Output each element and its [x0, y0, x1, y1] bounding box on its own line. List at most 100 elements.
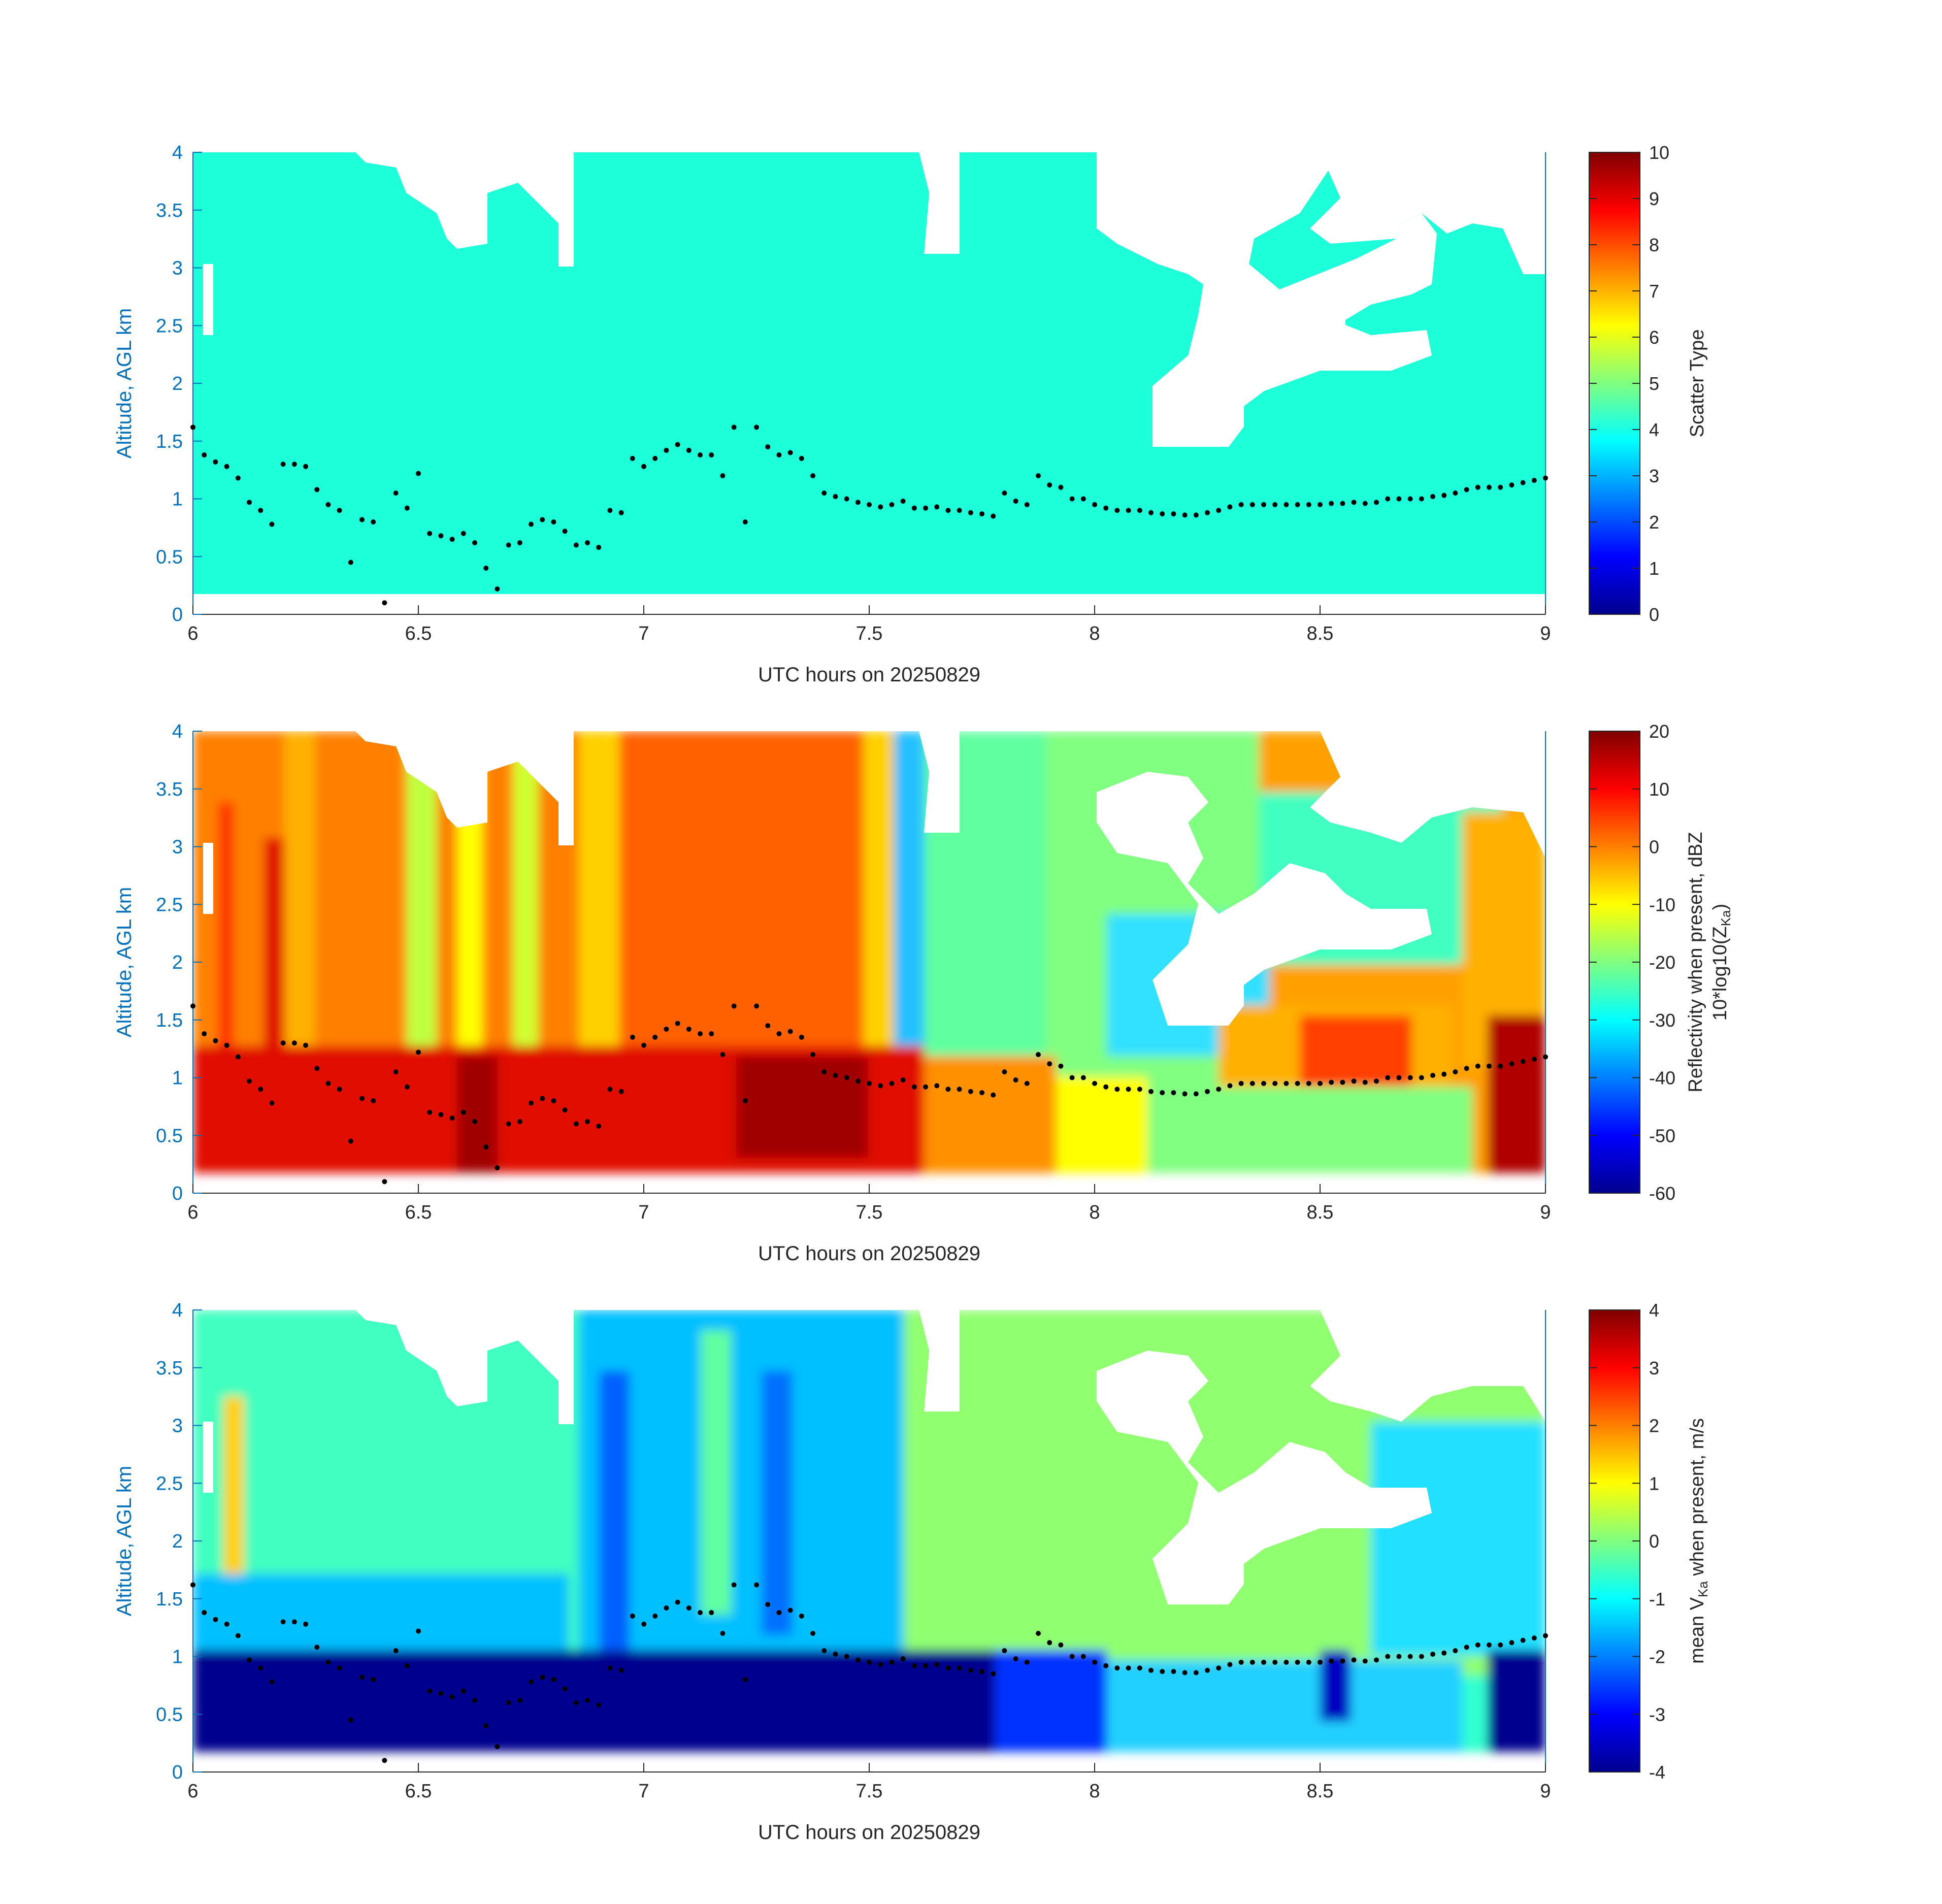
x-tick-label: 7.5 — [856, 1781, 883, 1802]
velocity-colorbar: -4 -3 -2 -1 0 1 2 3 4 mean VKa when present, m/s — [1589, 1300, 1710, 1783]
cloud-base-dot — [844, 1075, 849, 1080]
cloud-base-dot — [1114, 1087, 1120, 1092]
cloud-base-dot — [596, 1702, 602, 1708]
cloud-base-dot — [235, 475, 241, 481]
y-tick-label: 2.5 — [156, 894, 183, 915]
cloud-base-dot — [652, 1034, 658, 1040]
colorbar-tick-label: -20 — [1649, 952, 1675, 973]
cloud-base-dot — [1498, 484, 1503, 490]
cloud-base-dot — [991, 1092, 996, 1098]
cloud-base-dot — [923, 1663, 928, 1668]
clear-air-region — [355, 152, 574, 267]
cloud-base-dot — [224, 1042, 229, 1048]
clear-air-region — [1097, 152, 1437, 447]
colorbar-title: Reflectivity when present, dBZ — [1685, 832, 1706, 1092]
cloud-base-dot — [416, 471, 421, 476]
y-tick-label: 4 — [172, 1300, 183, 1321]
cloud-base-dot — [1453, 490, 1458, 496]
cloud-base-dot — [821, 1648, 827, 1654]
cloud-base-dot — [202, 452, 207, 458]
cloud-base-dot — [630, 1034, 635, 1040]
cloud-base-dot — [506, 1121, 511, 1127]
cloud-base-dot — [1295, 502, 1300, 507]
cloud-base-dot — [1182, 1670, 1188, 1676]
y-tick-label: 2.5 — [156, 315, 183, 337]
cloud-base-dots — [190, 1582, 1548, 1763]
cloud-base-dot — [855, 500, 861, 505]
cloud-base-dot — [1531, 478, 1537, 483]
cloud-base-dot — [1002, 1069, 1007, 1075]
cloud-base-dot — [641, 464, 646, 469]
clear-air-region — [203, 264, 213, 335]
y-tick-label: 4 — [172, 142, 183, 163]
cloud-base-dot — [1137, 1665, 1142, 1671]
cloud-base-dot — [1080, 1654, 1086, 1659]
cloud-base-dot — [359, 1096, 365, 1101]
cloud-base-dot — [799, 1034, 804, 1040]
cloud-base-dot — [957, 1087, 962, 1092]
clear-air-region — [1310, 152, 1545, 274]
cloud-base-dot — [1520, 1059, 1526, 1064]
cloud-base-dot — [821, 1069, 827, 1075]
cloud-base-dot — [280, 462, 286, 467]
cloud-base-dot — [438, 533, 444, 539]
cloud-base-dot — [314, 1066, 320, 1071]
cloud-base-dot — [596, 545, 602, 550]
cloud-base-dot — [562, 1686, 568, 1692]
cloud-base-dot — [765, 444, 771, 450]
y-tick-label: 1 — [172, 1068, 183, 1089]
cloud-base-dot — [618, 1667, 624, 1673]
cloud-base-dot — [686, 447, 692, 453]
cloud-base-dot — [1249, 1659, 1255, 1665]
cloud-base-dot — [483, 566, 489, 571]
cloud-base-dot — [562, 529, 568, 534]
cloud-base-dot — [573, 1700, 579, 1705]
cloud-base-dot — [1148, 510, 1154, 515]
cloud-base-dot — [393, 1648, 399, 1654]
cloud-base-dot — [1238, 1659, 1244, 1665]
cloud-base-dot — [1407, 1075, 1413, 1080]
y-tick-label: 3.5 — [156, 200, 183, 221]
cloud-base-dot — [799, 1613, 804, 1619]
cloud-base-dot — [1407, 496, 1413, 502]
cloud-base-dot — [382, 1758, 387, 1763]
cloud-base-dots — [190, 1003, 1548, 1185]
colorbar-tick-label: 10 — [1649, 142, 1669, 163]
cloud-base-dot — [1080, 1075, 1086, 1080]
cloud-base-dot — [1475, 1063, 1480, 1069]
cloud-base-dot — [416, 1049, 421, 1055]
colorbar-title: Scatter Type — [1687, 330, 1708, 438]
cloud-base-dot — [495, 1744, 500, 1749]
cloud-base-dot — [754, 1003, 759, 1009]
cloud-base-dot — [1340, 501, 1345, 506]
cloud-base-dot — [1531, 1057, 1537, 1062]
cloud-base-dot — [776, 452, 782, 458]
cloud-base-dot — [495, 586, 500, 592]
cloud-base-dot — [1419, 1654, 1424, 1659]
cloud-base-dot — [472, 1119, 477, 1124]
cloud-base-dot — [1396, 496, 1402, 502]
y-tick-label: 3.5 — [156, 1358, 183, 1379]
y-tick-label: 1.5 — [156, 1589, 183, 1610]
colorbar-tick-label: 3 — [1649, 466, 1659, 486]
cloud-base-dot — [314, 1645, 320, 1650]
cloud-base-dot — [1024, 1659, 1030, 1665]
cloud-base-dot — [1114, 1665, 1120, 1671]
cloud-base-dot — [1351, 1657, 1357, 1663]
cloud-base-dot — [258, 508, 264, 513]
cloud-base-dot — [1306, 1659, 1311, 1665]
cloud-base-dot — [945, 1665, 951, 1671]
cloud-base-dot — [742, 1677, 748, 1682]
cloud-base-dot — [1249, 1080, 1255, 1086]
cloud-base-dot — [1160, 1669, 1165, 1675]
cloud-base-dot — [540, 517, 545, 522]
y-tick-label: 3.5 — [156, 779, 183, 800]
cloud-base-dot — [438, 1112, 444, 1118]
cloud-base-dot — [529, 1679, 534, 1685]
cloud-base-dot — [889, 502, 895, 507]
x-tick-label: 9 — [1540, 1202, 1551, 1223]
cloud-base-dot — [1464, 1066, 1469, 1071]
cloud-base-dot — [596, 1124, 602, 1129]
cloud-base-dot — [303, 1621, 308, 1627]
cloud-base-dot — [1058, 1642, 1064, 1648]
